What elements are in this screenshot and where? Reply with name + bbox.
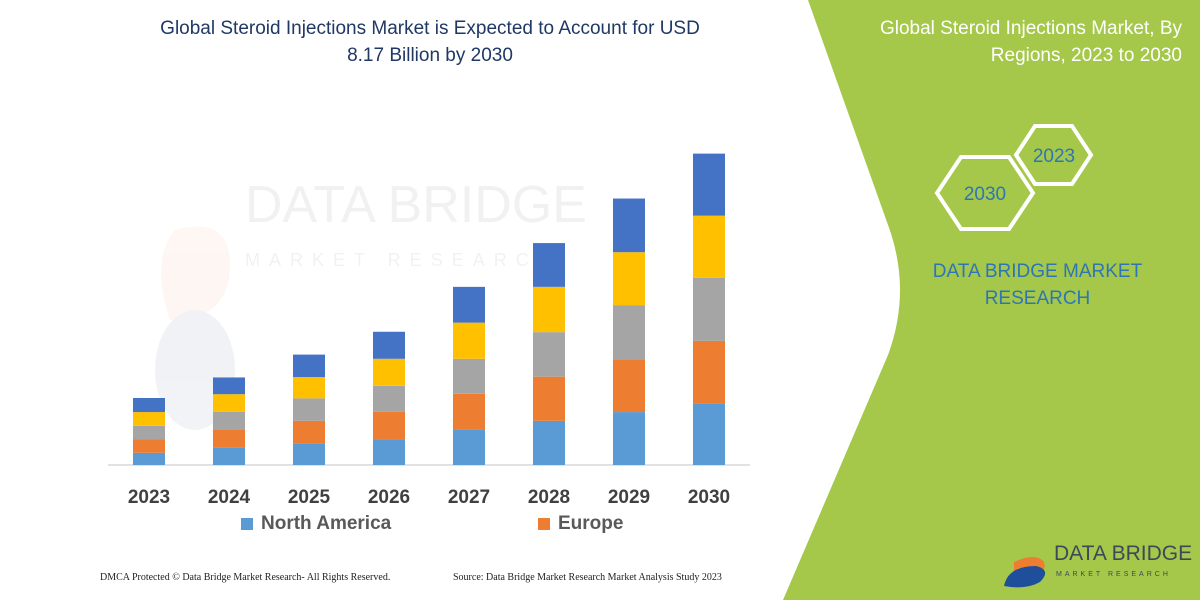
bar-segment-2027-series-4: [453, 322, 485, 359]
bar-segment-2029-series-4: [613, 252, 645, 306]
footer-copyright: DMCA Protected © Data Bridge Market Rese…: [100, 572, 391, 583]
x-tick-label: 2023: [128, 487, 170, 508]
bar-segment-2024-europe: [213, 429, 245, 448]
bar-segment-2023-series-5: [133, 398, 165, 413]
x-tick-label: 2027: [448, 487, 490, 508]
bar-segment-2027-europe: [453, 393, 485, 430]
logo-subtext: MARKET RESEARCH: [1056, 571, 1171, 578]
bar-segment-2023-north-america: [133, 452, 165, 465]
bar-segment-2029-series-3: [613, 305, 645, 360]
watermark-text: DATA BRIDGE: [245, 176, 587, 234]
bar-segment-2025-series-3: [293, 398, 325, 421]
bar-segment-2026-north-america: [373, 439, 405, 465]
title-line-1: Global Steroid Injections Market is Expe…: [160, 18, 700, 39]
x-tick-label: 2026: [368, 487, 410, 508]
bar-segment-2030-series-3: [693, 277, 725, 341]
watermark-subtext: MARKET RESEARCH: [245, 250, 560, 270]
brand-line-2: RESEARCH: [984, 288, 1091, 309]
bar-segment-2023-series-3: [133, 425, 165, 440]
x-tick-label: 2030: [688, 487, 730, 508]
bar-segment-2024-series-5: [213, 377, 245, 395]
title-line-2: 8.17 Billion by 2030: [347, 45, 513, 66]
bar-segment-2024-series-3: [213, 411, 245, 430]
bar-segment-2028-series-3: [533, 332, 565, 377]
hex-2030-label: 2030: [964, 184, 1006, 205]
bar-segment-2025-north-america: [293, 443, 325, 465]
bar-segment-2028-europe: [533, 376, 565, 421]
x-tick-label: 2024: [208, 487, 251, 508]
hexagon-2023: [1013, 124, 1094, 186]
brand-line-1: DATA BRIDGE MARKET: [932, 261, 1143, 282]
bar-segment-2026-series-4: [373, 358, 405, 386]
chart-title: Global Steroid Injections Market is Expe…: [110, 15, 750, 69]
legend-item-north-america: North America: [241, 513, 391, 535]
bar-segment-2027-series-5: [453, 286, 485, 323]
x-tick-label: 2029: [608, 487, 650, 508]
bar-segment-2028-series-5: [533, 243, 565, 287]
legend-label: Europe: [558, 513, 624, 534]
green-side-panel: [783, 0, 1200, 600]
data-bridge-logo: [1004, 538, 1046, 588]
bar-segment-2026-series-3: [373, 385, 405, 412]
brand-name: DATA BRIDGE MARKET RESEARCH: [900, 258, 1175, 312]
bar-segment-2030-series-5: [693, 153, 725, 216]
side-title-line-2: Regions, 2023 to 2030: [990, 45, 1182, 66]
bar-segment-2025-europe: [293, 420, 325, 444]
bar-segment-2029-north-america: [613, 412, 645, 465]
bar-segment-2027-series-3: [453, 358, 485, 394]
legend-swatch-europe: [538, 518, 550, 530]
bar-segment-2026-series-5: [373, 331, 405, 359]
hex-2023-label: 2023: [1033, 146, 1075, 167]
bar-segment-2025-series-5: [293, 354, 325, 378]
bar-segment-2027-north-america: [453, 429, 485, 465]
footer-source: Source: Data Bridge Market Research Mark…: [453, 572, 722, 583]
side-panel-title: Global Steroid Injections Market, By Reg…: [822, 15, 1182, 69]
legend-swatch-north-america: [241, 518, 253, 530]
logo-text: DATA BRIDGE: [1054, 542, 1193, 565]
bar-segment-2028-series-4: [533, 286, 565, 333]
bar-segment-2029-series-5: [613, 198, 645, 253]
bar-segment-2029-europe: [613, 359, 645, 413]
legend-label: North America: [261, 513, 392, 534]
bar-segment-2024-series-4: [213, 394, 245, 412]
bar-segment-2026-europe: [373, 411, 405, 440]
bar-segment-2030-europe: [693, 340, 725, 404]
side-title-line-1: Global Steroid Injections Market, By: [879, 18, 1182, 39]
legend-item-europe: Europe: [538, 513, 623, 535]
bar-segment-2030-north-america: [693, 403, 725, 465]
bar-segment-2023-series-4: [133, 412, 165, 426]
bar-segment-2024-north-america: [213, 447, 245, 465]
x-tick-label: 2028: [528, 487, 570, 508]
bar-segment-2030-series-4: [693, 215, 725, 278]
bar-segment-2023-europe: [133, 439, 165, 453]
hexagon-2030: [934, 155, 1036, 231]
x-tick-label: 2025: [288, 487, 331, 508]
bar-segment-2025-series-4: [293, 377, 325, 399]
bar-segment-2028-north-america: [533, 420, 565, 465]
